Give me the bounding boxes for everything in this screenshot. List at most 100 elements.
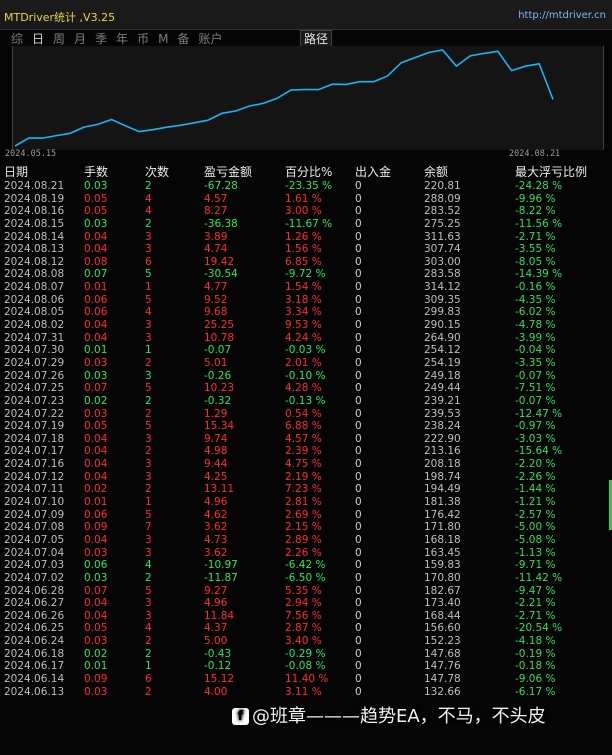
column-header[interactable]: 手数	[84, 165, 109, 179]
tab-3[interactable]: 月	[74, 32, 87, 46]
table-cell: 2024.08.02	[4, 319, 65, 332]
table-cell: 173.40	[424, 597, 461, 610]
table-cell: -4.78 %	[515, 319, 556, 332]
table-cell: -3.03 %	[515, 432, 556, 445]
table-cell: -6.02 %	[515, 306, 556, 319]
table-row: 2024.06.14 0.09 6 15.12 11.40 % 0 147.78 -9.06 …	[0, 673, 612, 686]
column-header[interactable]: 日期	[4, 165, 29, 179]
table-cell: 3.00 %	[285, 205, 322, 218]
table-cell: 2	[145, 571, 152, 584]
table-cell: 0.08	[84, 255, 108, 268]
table-cell: 2024.06.26	[4, 609, 65, 622]
table-row: 2024.07.25 0.07 5 10.23 4.28 % 0 249.44 -7.51 %	[0, 382, 612, 395]
table-cell: 264.90	[424, 331, 461, 344]
table-cell: 2024.07.12	[4, 470, 65, 483]
tab-path[interactable]: 路径	[300, 30, 332, 48]
table-cell: -0.18 %	[515, 660, 556, 673]
table-cell: 3	[145, 432, 152, 445]
table-cell: 0.01	[84, 344, 108, 357]
table-cell: -0.32	[204, 394, 232, 407]
table-cell: 0	[355, 331, 362, 344]
table-row: 2024.08.15 0.03 2 -36.38 -11.67 % 0 275.25 -11.…	[0, 218, 612, 231]
column-header[interactable]: 最大浮亏比例	[515, 165, 588, 179]
tab-6[interactable]: 币	[137, 32, 150, 46]
table-cell: -9.71 %	[515, 559, 556, 572]
table-cell: 1.29	[204, 407, 228, 420]
tab-8[interactable]: 备	[177, 32, 190, 46]
table-cell: 5.01	[204, 356, 228, 369]
table-cell: 2.39 %	[285, 445, 322, 458]
table-cell: 2	[145, 445, 152, 458]
table-cell: -4.18 %	[515, 635, 556, 648]
table-row: 2024.07.04 0.03 3 3.62 2.26 % 0 163.45 -1.13 %	[0, 547, 612, 560]
table-cell: 168.18	[424, 533, 461, 546]
table-cell: -3.99 %	[515, 331, 556, 344]
table-cell: 0.04	[84, 470, 108, 483]
tab-1[interactable]: 日	[32, 32, 45, 46]
table-cell: 0.05	[84, 622, 108, 635]
column-header[interactable]: 盈亏金额	[204, 165, 253, 179]
table-cell: 2024.06.18	[4, 647, 65, 660]
table-cell: 0	[355, 647, 362, 660]
table-cell: 0	[355, 597, 362, 610]
table-row: 2024.08.08 0.07 5 -30.54 -9.72 % 0 283.58 -14.3…	[0, 268, 612, 281]
table-cell: 0.04	[84, 533, 108, 546]
table-cell: 2024.08.05	[4, 306, 65, 319]
table-cell: 0.54 %	[285, 407, 322, 420]
column-header[interactable]: 次数	[145, 165, 170, 179]
table-cell: 2024.07.30	[4, 344, 65, 357]
table-cell: 4.98	[204, 445, 228, 458]
table-cell: -7.51 %	[515, 382, 556, 395]
table-cell: -11.87	[204, 571, 238, 584]
table-cell: 238.24	[424, 420, 461, 433]
table-cell: 198.74	[424, 470, 461, 483]
scrollbar[interactable]	[609, 480, 612, 530]
table-cell: -9.96 %	[515, 192, 556, 205]
table-row: 2024.07.11 0.02 2 13.11 7.23 % 0 194.49 -1.44 %	[0, 483, 612, 496]
table-row: 2024.08.05 0.06 4 9.68 3.34 % 0 299.83 -6.02 %	[0, 306, 612, 319]
table-row: 2024.07.29 0.03 2 5.01 2.01 % 0 254.19 -3.35 %	[0, 357, 612, 370]
tab-9[interactable]: 账户	[198, 32, 223, 46]
table-cell: 2024.08.08	[4, 268, 65, 281]
table-row: 2024.06.13 0.03 2 4.00 3.11 % 0 132.66 -6.17 %	[0, 686, 612, 699]
table-cell: 2024.07.10	[4, 496, 65, 509]
table-cell: 5.00	[204, 635, 228, 648]
table-cell: -3.35 %	[515, 356, 556, 369]
table-cell: 0.04	[84, 319, 108, 332]
watermark-logo-icon: f	[232, 708, 249, 725]
table-cell: 0	[355, 319, 362, 332]
tab-0[interactable]: 综	[11, 32, 24, 46]
tab-7[interactable]: M	[158, 31, 169, 46]
table-cell: 4.24 %	[285, 331, 322, 344]
tab-5[interactable]: 年	[116, 32, 129, 46]
table-cell: -1.44 %	[515, 483, 556, 496]
tab-4[interactable]: 季	[95, 32, 108, 46]
table-cell: 254.19	[424, 356, 461, 369]
table-cell: 4.00	[204, 685, 228, 698]
table-cell: 2	[145, 407, 152, 420]
website-link[interactable]: http://mtdriver.cn	[518, 10, 606, 21]
table-cell: -1.21 %	[515, 496, 556, 509]
column-header[interactable]: 余额	[424, 165, 449, 179]
table-cell: 0	[355, 458, 362, 471]
table-cell: 0	[355, 180, 362, 192]
tab-2[interactable]: 周	[53, 32, 66, 46]
table-cell: -0.43	[204, 647, 232, 660]
table-row: 2024.08.06 0.06 5 9.52 3.18 % 0 309.35 -4.35 %	[0, 294, 612, 307]
column-header[interactable]: 出入金	[355, 165, 392, 179]
table-cell: 0.04	[84, 458, 108, 471]
table-cell: 290.15	[424, 319, 461, 332]
table-cell: 2	[145, 685, 152, 698]
table-cell: 2024.07.31	[4, 331, 65, 344]
table-cell: 3.11 %	[285, 685, 322, 698]
column-header[interactable]: 百分比%	[285, 165, 333, 179]
table-cell: 4.57	[204, 192, 228, 205]
table-cell: 4.57 %	[285, 432, 322, 445]
table-cell: 0.09	[84, 672, 108, 685]
table-cell: -2.71 %	[515, 609, 556, 622]
table-cell: 2.19 %	[285, 470, 322, 483]
table-cell: 4.37	[204, 622, 228, 635]
table-cell: 9.68	[204, 306, 228, 319]
table-cell: 2	[145, 635, 152, 648]
table-row: 2024.06.28 0.07 5 9.27 5.35 % 0 182.67 -9.47 %	[0, 585, 612, 598]
